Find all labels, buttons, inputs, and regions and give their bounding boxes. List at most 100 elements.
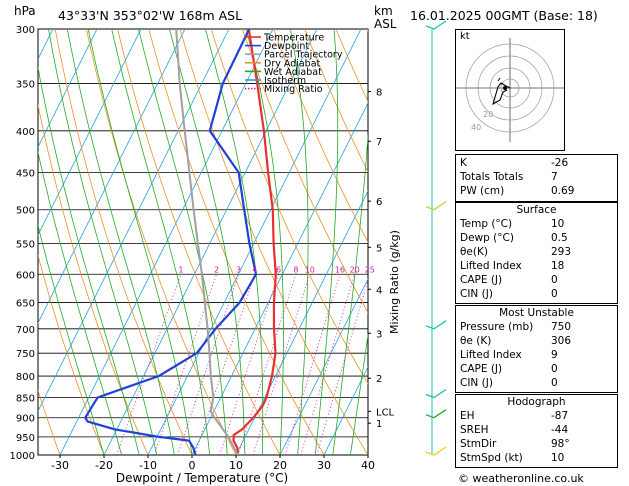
height-tick-label: 7 — [376, 137, 382, 148]
hodograph-unit-label: kt — [460, 31, 470, 42]
mixing-ratio-label: 2 — [214, 265, 219, 274]
surface-title: Surface — [516, 204, 557, 216]
mixing-ratio-line — [300, 274, 356, 455]
dry-adiabat-line — [304, 29, 368, 173]
pressure-tick-label: 600 — [16, 270, 35, 281]
isotherm-line — [191, 102, 368, 455]
wet-adiabat-line — [111, 29, 210, 455]
wet-adiabat-line — [205, 29, 264, 455]
mixing-ratio-line — [219, 274, 279, 455]
hodograph-row: EH -87 — [460, 410, 569, 422]
dry-adiabat-line — [54, 29, 193, 455]
isotherm-line — [279, 278, 368, 455]
index-row-totals: Totals Totals 7 — [460, 171, 558, 183]
hodograph-indices-title: Hodograph — [507, 396, 566, 408]
series-parcel-trajectory — [175, 29, 239, 455]
wet-adiabat-line — [48, 29, 158, 455]
isotherm-line — [0, 29, 9, 455]
pressure-tick-label: 900 — [16, 414, 35, 425]
x-tick-label: -20 — [95, 459, 113, 472]
most-unstable-row: CIN (J) 0 — [460, 377, 558, 389]
dry-adiabat-line — [38, 103, 149, 455]
surface-row: θe(K) 293 — [460, 246, 572, 258]
height-tick-label: LCL — [376, 407, 395, 418]
dry-adiabat-line — [148, 29, 325, 455]
dry-adiabat-line — [38, 389, 61, 455]
wet-adiabat-line — [87, 29, 193, 455]
hodograph-panel: kt 20 40 — [455, 29, 565, 151]
x-tick-label: 10 — [229, 459, 243, 472]
pressure-tick-label: 950 — [16, 433, 35, 444]
most-unstable-title: Most Unstable — [499, 307, 574, 319]
height-tick-label: 8 — [376, 88, 382, 99]
isotherm-line — [235, 190, 368, 455]
surface-row: CAPE (J) 0 — [460, 274, 558, 286]
surface-panel: Surface Temp (°C) 10 Dewp (°C) 0.5 θe(K) 29… — [455, 202, 618, 304]
pressure-tick-label: 800 — [16, 372, 35, 383]
isotherm-line — [38, 29, 230, 412]
hodograph-ring-label-20: 20 — [483, 110, 493, 119]
most-unstable-row: Lifted Index 9 — [460, 349, 558, 361]
legend-label: Mixing Ratio — [264, 84, 323, 95]
pressure-tick-label: 400 — [16, 127, 35, 138]
wet-adiabat-line — [245, 29, 284, 455]
pressure-tick-label: 700 — [16, 325, 35, 336]
wind-barb — [425, 201, 447, 211]
series-temperature — [232, 29, 277, 455]
wind-barb — [425, 446, 447, 456]
wet-adiabat-line — [332, 131, 368, 455]
mixing-ratio-label: 10 — [305, 265, 315, 274]
x-tick-label: -10 — [139, 459, 157, 472]
isotherm-line — [38, 29, 142, 236]
pressure-tick-label: 550 — [16, 240, 35, 251]
height-tick-label: 1 — [376, 419, 382, 430]
legend-label: Isotherm — [264, 76, 306, 87]
dry-adiabat-line — [242, 29, 368, 314]
datetime-title: 16.01.2025 00GMT (Base: 18) — [410, 8, 598, 23]
wet-adiabat-line — [38, 65, 140, 455]
mixing-ratio-axis-title: Mixing Ratio (g/kg) — [388, 230, 401, 334]
pressure-tick-label: 750 — [16, 349, 35, 360]
height-tick-label: 5 — [376, 243, 382, 254]
surface-row: Dewp (°C) 0.5 — [460, 232, 568, 244]
wind-barb — [425, 320, 447, 330]
pressure-tick-label: 500 — [16, 206, 35, 217]
index-row-k: K -26 — [460, 157, 569, 169]
dry-adiabat-line — [273, 29, 368, 244]
mixing-ratio-line — [153, 274, 218, 455]
height-tick-label: 2 — [376, 374, 382, 385]
mixing-ratio-label: 16 — [335, 265, 345, 274]
mixing-ratio-label: 20 — [350, 265, 360, 274]
height-tick-label: 4 — [376, 285, 382, 296]
surface-row: CIN (J) 0 — [460, 288, 558, 300]
pressure-tick-label: 350 — [16, 80, 35, 91]
x-axis-title: Dewpoint / Temperature (°C) — [116, 471, 288, 485]
wet-adiabat-line — [314, 29, 339, 455]
storm-motion-marker — [503, 86, 507, 90]
mixing-ratio-line — [177, 274, 240, 455]
x-tick-label: -30 — [51, 459, 69, 472]
x-tick-label: 20 — [273, 459, 287, 472]
isotherm-line — [59, 29, 274, 455]
series-dewpoint — [83, 29, 258, 455]
wet-adiabat-line — [290, 29, 309, 455]
hodograph-row: StmSpd (kt) 10 — [460, 452, 565, 464]
dry-adiabat-line — [179, 29, 368, 455]
mixing-ratio-label: 3 — [236, 265, 241, 274]
wet-adiabat-line — [38, 150, 122, 455]
pressure-tick-label: 850 — [16, 394, 35, 405]
wet-adiabat-line — [169, 29, 246, 455]
pressure-tick-label: 300 — [16, 25, 35, 36]
mixing-ratio-label: 8 — [293, 265, 298, 274]
hodograph-ring-label-40: 40 — [471, 123, 481, 132]
mixing-ratio-line — [316, 278, 368, 455]
hodograph-trace — [492, 82, 511, 106]
pressure-tick-label: 1000 — [10, 451, 35, 462]
legend-label: Wet Adiabat — [264, 67, 322, 78]
pressure-tick-label: 450 — [16, 169, 35, 180]
pressure-unit-label: hPa — [14, 4, 36, 18]
legend-label: Temperature — [263, 33, 324, 44]
indices-panel: K -26 Totals Totals 7 PW (cm) 0.69 — [455, 154, 618, 202]
index-row-pw: PW (cm) 0.69 — [460, 185, 575, 197]
